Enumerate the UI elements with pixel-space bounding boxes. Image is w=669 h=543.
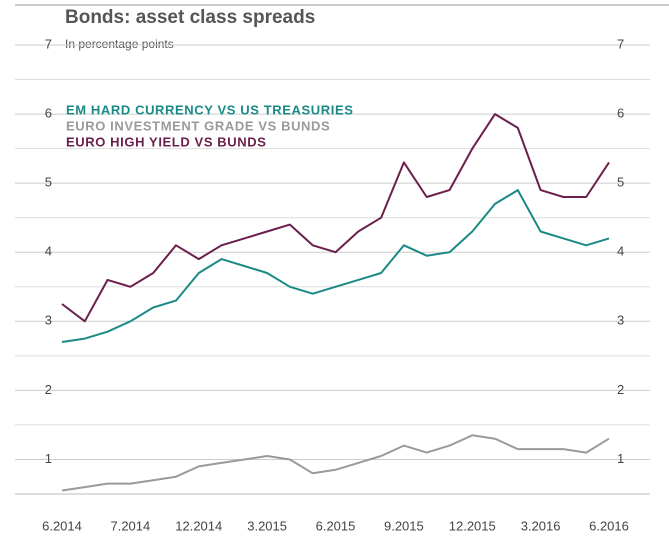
legend-label: EURO HIGH YIELD VS BUNDS [66,134,267,149]
legend-label: EM HARD CURRENCY VS US TREASURIES [66,102,354,117]
chart-subtitle: In percentage points [65,37,174,51]
x-tick-label: 6.2016 [589,518,629,533]
x-tick-label: 6.2014 [42,518,82,533]
x-tick-label: 12.2015 [449,518,496,533]
y-tick-label: 7 [45,36,52,51]
series-line [61,189,610,343]
x-tick-label: 9.2015 [384,518,424,533]
y-tick-label-right: 1 [617,451,624,466]
y-tick-label: 6 [45,106,52,121]
y-tick-label-right: 2 [617,382,624,397]
y-tick-label: 1 [45,451,52,466]
chart-title: Bonds: asset class spreads [65,7,315,28]
y-tick-label-right: 6 [617,106,624,121]
y-tick-label: 2 [45,382,52,397]
legend-label: EURO INVESTMENT GRADE VS BUNDS [66,118,330,133]
x-tick-label: 3.2015 [247,518,287,533]
x-tick-label: 12.2014 [175,518,222,533]
y-tick-label-right: 7 [617,36,624,51]
series-line [61,113,610,323]
y-tick-label-right: 3 [617,313,624,328]
y-tick-label: 4 [45,244,52,259]
y-tick-label-right: 4 [617,244,624,259]
y-tick-label: 3 [45,313,52,328]
x-tick-label: 7.2014 [110,518,150,533]
series-line [61,434,610,492]
y-tick-label: 5 [45,175,52,190]
y-tick-label-right: 5 [617,175,624,190]
x-tick-label: 3.2016 [521,518,561,533]
x-tick-label: 6.2015 [316,518,356,533]
